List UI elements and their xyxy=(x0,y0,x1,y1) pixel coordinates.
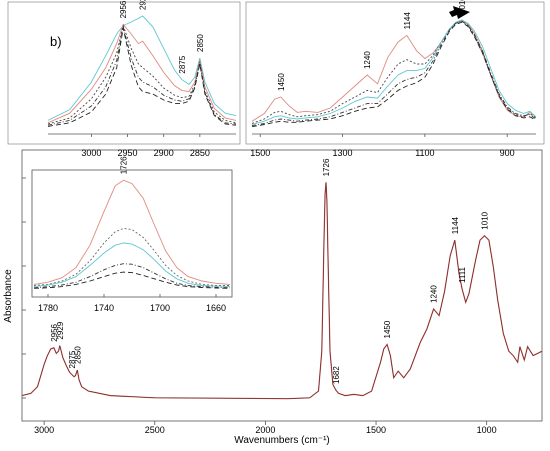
x-tick-label: 2850 xyxy=(190,148,210,158)
arrow-icon xyxy=(449,6,470,19)
inset-ch-peak-labels: 2929 2956 2875 2850 xyxy=(119,0,205,74)
series-line-1 xyxy=(33,179,231,285)
series-line-4 xyxy=(47,26,237,126)
peak-label: 1726 xyxy=(120,156,129,174)
inset-fp-ticks: 1500 1300 1100 900 xyxy=(250,134,515,158)
series-line-4 xyxy=(33,263,231,289)
x-tick-label: 3000 xyxy=(81,148,101,158)
inset-ch-ticks: 3000 2950 2900 2850 xyxy=(81,134,210,158)
x-tick-label: 1700 xyxy=(150,303,170,313)
peak-label: 2875 xyxy=(68,350,77,368)
peak-label: 2956 xyxy=(119,0,128,18)
peak-label: 1726 xyxy=(322,158,331,176)
peak-label: 2875 xyxy=(178,55,187,73)
inset-carbonyl-frame xyxy=(31,169,233,298)
x-tick-label: 3000 xyxy=(34,425,54,435)
series-line-3 xyxy=(33,242,231,288)
series-line-3 xyxy=(251,19,537,125)
peak-label: 2929 xyxy=(139,0,148,10)
y-axis-label: Absorbance xyxy=(3,269,14,323)
x-tick-label: 2900 xyxy=(154,148,174,158)
series-line-2 xyxy=(33,227,230,286)
series-line-5 xyxy=(251,21,537,128)
x-tick-label: 1660 xyxy=(206,303,226,313)
series-line-2 xyxy=(47,23,237,124)
main-spectrum-lines xyxy=(21,182,543,400)
peak-label: 1010 xyxy=(481,211,490,229)
series-line-5 xyxy=(47,27,237,127)
x-tick-label: 900 xyxy=(500,148,515,158)
peak-label: 2929 xyxy=(56,321,65,339)
series-line-1 xyxy=(47,15,237,121)
series-line-5 xyxy=(33,271,231,289)
x-tick-label: 1500 xyxy=(366,425,386,435)
inset-carbonyl-lines xyxy=(33,179,231,289)
inset-ch-frame xyxy=(7,1,241,145)
main-x-ticks: 3000 2500 2000 1500 1000 xyxy=(34,421,497,435)
inset-fp-peak-labels: 1450 1240 1144 1010 xyxy=(277,0,467,91)
peak-label: 2850 xyxy=(73,346,82,364)
inset-carbonyl-ticks: 1780 1740 1700 1660 xyxy=(38,294,226,313)
series-line-overlay xyxy=(21,182,543,399)
x-tick-label: 2500 xyxy=(145,425,165,435)
inset-carbonyl-peak-labels: 1726 xyxy=(120,156,129,174)
x-tick-label: 1780 xyxy=(38,303,58,313)
series-line-4 xyxy=(251,20,537,127)
x-tick-label: 1100 xyxy=(415,148,434,158)
peak-label: 1240 xyxy=(430,285,439,303)
x-tick-label: 2000 xyxy=(255,425,275,435)
inset-fp-frame xyxy=(245,1,545,145)
inset-carbonyl-panel: 1780 1740 1700 1660 1726 xyxy=(31,156,233,313)
peak-label: 2956 xyxy=(50,323,59,341)
peak-label: 1240 xyxy=(363,51,372,69)
x-tick-label: 1740 xyxy=(94,303,114,313)
peak-label: 1450 xyxy=(383,320,392,338)
panel-label: b) xyxy=(50,34,62,49)
peak-label: 1450 xyxy=(277,73,286,91)
peak-label: 1144 xyxy=(403,12,412,30)
x-tick-label: 1500 xyxy=(250,148,270,158)
x-tick-label: 2950 xyxy=(118,148,138,158)
peak-label: 1144 xyxy=(451,216,460,234)
inset-fp-lines xyxy=(251,19,537,128)
x-axis-label: Wavenumbers (cm⁻¹) xyxy=(234,435,329,446)
peak-label: 1010 xyxy=(458,0,467,14)
peak-label: 1682 xyxy=(332,366,341,384)
main-spectrum-panel: 3000 2500 2000 1500 1000 2956292928752850172… xyxy=(3,133,543,446)
inset-ch-stretch-panel: b) 3000 2950 2900 2850 2929 2956 2875 2850 xyxy=(7,0,241,158)
inset-ch-lines xyxy=(47,15,237,127)
inset-fingerprint-panel: 1500 1300 1100 900 1450 1240 1144 1010 xyxy=(245,0,545,158)
peak-label: 2850 xyxy=(196,34,205,52)
main-y-ticks xyxy=(22,133,26,399)
peak-label: 1111 xyxy=(458,266,467,283)
main-plot-frame xyxy=(21,149,543,422)
x-tick-label: 1300 xyxy=(333,148,353,158)
x-tick-label: 1000 xyxy=(477,425,497,435)
